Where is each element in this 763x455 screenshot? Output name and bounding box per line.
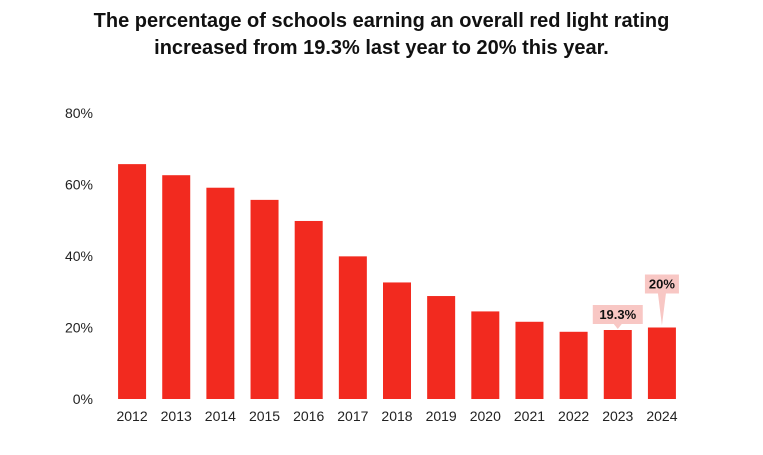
callout-box xyxy=(644,274,679,294)
x-tick-label: 2018 xyxy=(381,408,412,424)
chart-title-line-1: The percentage of schools earning an ove… xyxy=(93,10,670,32)
callout-text: 20% xyxy=(649,277,675,292)
bar xyxy=(250,199,279,399)
y-tick-label: 20% xyxy=(65,320,93,336)
bar xyxy=(559,331,588,399)
callout-text: 19.3% xyxy=(599,307,636,322)
y-tick-label: 0% xyxy=(73,391,93,407)
x-tick-label: 2023 xyxy=(602,408,633,424)
x-tick-label: 2020 xyxy=(470,408,501,424)
bar xyxy=(647,327,676,399)
x-tick-label: 2019 xyxy=(426,408,457,424)
bar xyxy=(294,220,323,399)
x-tick-label: 2014 xyxy=(205,408,236,424)
x-tick-label: 2013 xyxy=(161,408,192,424)
x-tick-label: 2012 xyxy=(116,408,147,424)
chart-title: The percentage of schools earning an ove… xyxy=(0,8,763,62)
bar xyxy=(383,282,411,399)
bar xyxy=(515,321,544,399)
bar xyxy=(471,311,500,399)
y-axis: 0% 20% 40% 60% 80% xyxy=(65,105,93,407)
x-tick-label: 2022 xyxy=(558,408,589,424)
y-tick-label: 80% xyxy=(65,105,93,121)
bar xyxy=(603,330,632,399)
y-tick-label: 40% xyxy=(65,248,93,264)
bar xyxy=(338,256,367,399)
callouts-group: 19.3% 20% xyxy=(592,274,679,330)
bar xyxy=(162,175,191,399)
bar xyxy=(118,164,147,399)
bars-group xyxy=(118,164,676,399)
chart-title-line-2: increased from 19.3% last year to 20% th… xyxy=(154,37,609,59)
x-tick-label: 2015 xyxy=(249,408,280,424)
callout-label: 19.3% xyxy=(592,305,643,330)
x-tick-label: 2024 xyxy=(646,408,677,424)
bar xyxy=(206,187,235,399)
callout-box xyxy=(592,305,643,325)
callout-pointer xyxy=(613,324,622,330)
x-tick-label: 2016 xyxy=(293,408,324,424)
bar xyxy=(427,296,456,399)
callout-pointer xyxy=(657,293,666,326)
x-tick-label: 2017 xyxy=(337,408,368,424)
x-axis: 2012 2013 2014 2015 2016 2017 2018 2019 2020 2021… xyxy=(116,408,677,424)
callout-label: 20% xyxy=(644,274,679,326)
y-tick-label: 60% xyxy=(65,177,93,193)
x-tick-label: 2021 xyxy=(514,408,545,424)
